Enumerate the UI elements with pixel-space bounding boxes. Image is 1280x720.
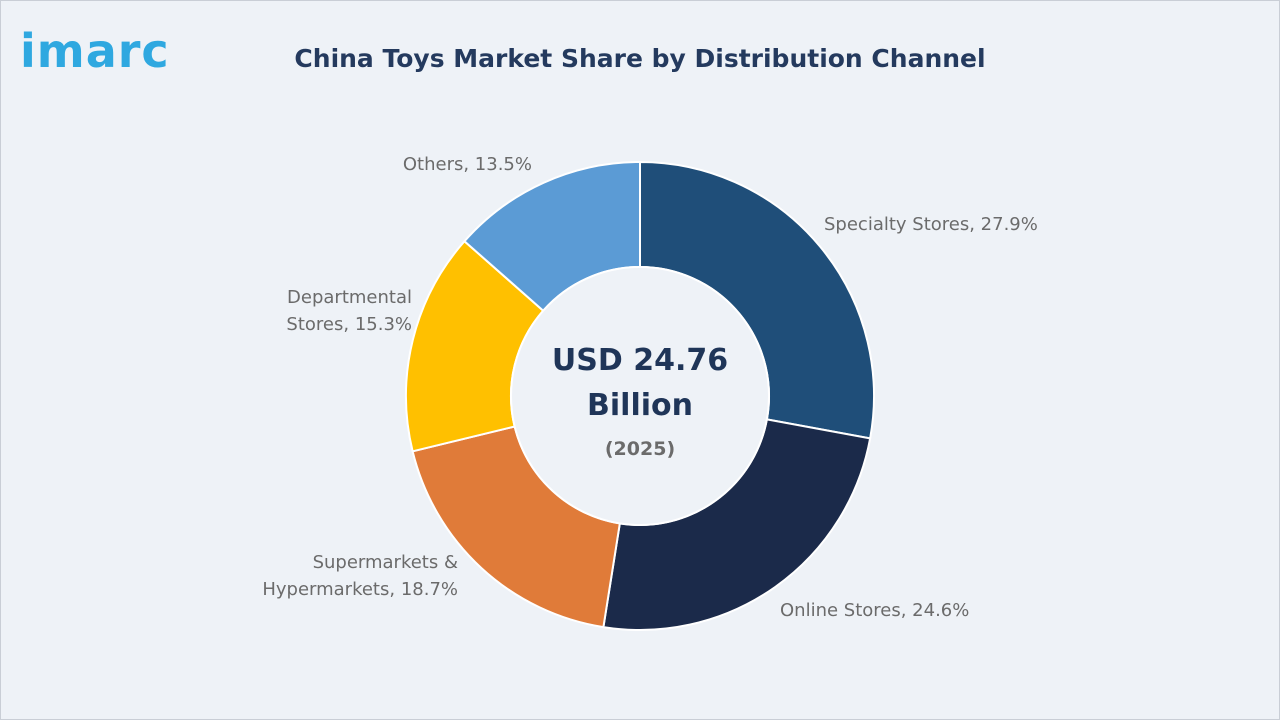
donut-hole [510,266,770,526]
slice-label: Online Stores, 24.6% [780,600,969,621]
slice-label: Supermarkets & Hypermarkets, 18.7% [262,552,458,600]
chart-title: China Toys Market Share by Distribution … [294,44,986,73]
donut-slices [405,160,875,631]
slice-labels: Specialty Stores, 27.9% Online Stores, 24… [262,154,1038,621]
imarc-logo: imarc [20,24,170,78]
slice-label-line: Departmental [287,287,412,308]
slice-label: Specialty Stores, 27.9% [824,214,1038,235]
slice-label-line: Hypermarkets, 18.7% [262,579,458,600]
slice-label: Others, 13.5% [403,154,532,175]
slice-label-line: Specialty Stores, 27.9% [824,214,1038,235]
center-year: (2025) [605,438,675,460]
center-value-line1: USD 24.76 [552,343,728,378]
slice-label: Departmental Stores, 15.3% [286,287,412,335]
center-value-line2: Billion [587,388,693,423]
slice-label-line: Online Stores, 24.6% [780,600,969,621]
slice-label-line: Stores, 15.3% [286,314,412,335]
slice-label-line: Supermarkets & [313,552,458,573]
slice-label-line: Others, 13.5% [403,154,532,175]
